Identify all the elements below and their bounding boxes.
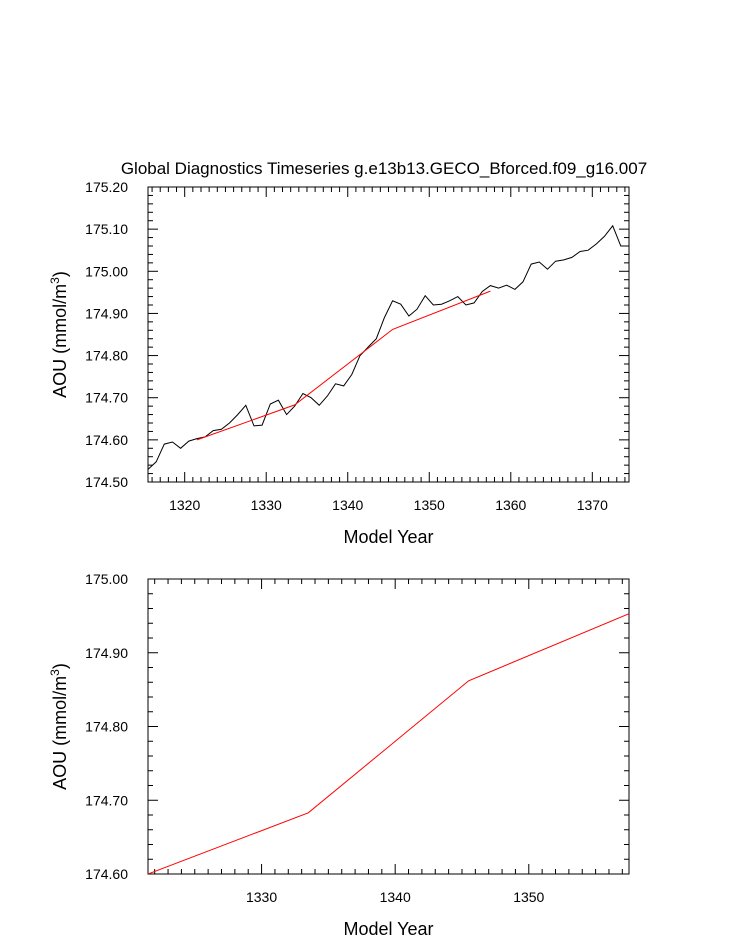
y-axis-title-superscript: 3 bbox=[48, 669, 62, 676]
x-tick-label: 1350 bbox=[513, 889, 544, 905]
y-tick-label: 174.90 bbox=[85, 645, 128, 661]
x-tick-label: 1330 bbox=[246, 889, 277, 905]
plot-frame bbox=[147, 186, 630, 483]
x-tick-label: 1370 bbox=[577, 497, 608, 513]
y-axis-title-close: ) bbox=[50, 663, 70, 669]
y-tick-label: 174.80 bbox=[85, 348, 128, 364]
y-axis-title-text: AOU (mmol/m bbox=[50, 676, 70, 790]
y-tick-label: 174.80 bbox=[85, 719, 128, 735]
y-tick-label: 174.90 bbox=[85, 305, 128, 321]
y-axis-title-superscript: 3 bbox=[48, 277, 62, 284]
x-tick-label: 1340 bbox=[332, 497, 363, 513]
x-axis-title: Model Year bbox=[343, 919, 433, 939]
x-tick-label: 1340 bbox=[380, 889, 411, 905]
y-tick-label: 175.20 bbox=[85, 179, 128, 195]
y-tick-label: 175.10 bbox=[85, 221, 128, 237]
top-panel: Global Diagnostics Timeseries g.e13b13.G… bbox=[48, 159, 647, 547]
plot-frame bbox=[147, 578, 630, 875]
series-line-annual-mean bbox=[148, 224, 629, 470]
x-tick-label: 1350 bbox=[414, 497, 445, 513]
y-axis-title: AOU (mmol/m3) bbox=[48, 271, 70, 398]
y-tick-label: 175.00 bbox=[85, 263, 128, 279]
y-tick-label: 175.00 bbox=[85, 571, 128, 587]
chart-title: Global Diagnostics Timeseries g.e13b13.G… bbox=[121, 159, 647, 178]
y-axis-title: AOU (mmol/m3) bbox=[48, 663, 70, 790]
bottom-panel: 1330 1340 1350 174.60 174.70 174.80 174.90 175.… bbox=[48, 571, 630, 939]
y-axis-title-text: AOU (mmol/m bbox=[50, 284, 70, 398]
y-tick-label: 174.70 bbox=[85, 792, 128, 808]
series-line-trend bbox=[196, 290, 491, 441]
x-tick-label: 1330 bbox=[251, 497, 282, 513]
y-tick-label: 174.70 bbox=[85, 390, 128, 406]
x-tick-label: 1320 bbox=[169, 497, 200, 513]
series-line-trend bbox=[148, 613, 629, 874]
x-axis-title: Model Year bbox=[343, 527, 433, 547]
y-tick-label: 174.60 bbox=[85, 432, 128, 448]
x-tick-label: 1360 bbox=[495, 497, 526, 513]
y-tick-label: 174.50 bbox=[85, 474, 128, 490]
y-axis-title-close: ) bbox=[50, 271, 70, 277]
y-tick-label: 174.60 bbox=[85, 866, 128, 882]
